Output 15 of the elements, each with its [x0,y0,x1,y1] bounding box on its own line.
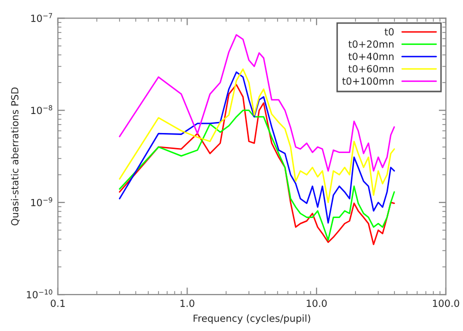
y-tick-label: 10$^{−8}$ [31,105,52,114]
legend-label: t0+40mn [348,52,394,60]
legend-label: t0 [384,28,394,36]
x-tick-label: 1.0 [180,300,194,307]
x-tick-label: 0.1 [50,300,65,307]
y-tick-label: 10$^{−10}$ [26,289,52,298]
x-tick-label: 100.0 [433,300,460,307]
legend-label: t0+100mn [342,77,394,85]
y-tick-label: 10$^{−9}$ [31,197,52,206]
x-axis-title: Frequency (cycles/pupil) [194,314,310,324]
y-tick-label: 10$^{−7}$ [31,13,52,22]
y-axis-title: Quasi-static aberrations PSD [10,87,20,226]
legend-label: t0+20mn [348,40,394,48]
x-tick-label: 10.0 [306,300,327,307]
legend-label: t0+60mn [348,65,394,72]
